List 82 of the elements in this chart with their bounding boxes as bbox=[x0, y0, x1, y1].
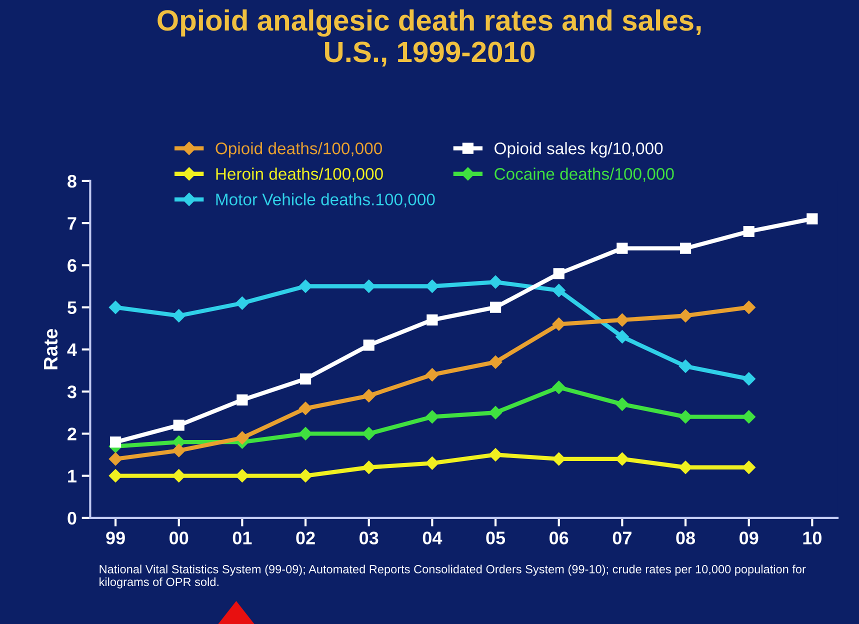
point bbox=[298, 402, 312, 415]
point bbox=[362, 389, 376, 402]
point bbox=[362, 427, 376, 440]
point bbox=[488, 448, 502, 462]
text: National Vital Statistics System (99-09); Automated Reports Consolidated Orders System (99-10); crude rates per 10,000 population for kilograms of OPR sold. bbox=[100, 564, 806, 588]
point bbox=[616, 452, 629, 466]
point bbox=[426, 280, 439, 293]
point bbox=[488, 355, 502, 369]
point bbox=[553, 268, 564, 280]
point bbox=[236, 296, 249, 310]
x-tick-label: 07 bbox=[612, 532, 632, 544]
legend-label: Opioid sales kg/10,000 bbox=[494, 142, 663, 158]
point bbox=[236, 394, 248, 406]
x-tick-label: 02 bbox=[296, 532, 315, 544]
point bbox=[488, 275, 502, 289]
point bbox=[172, 309, 186, 322]
point bbox=[110, 436, 122, 448]
point bbox=[236, 431, 249, 444]
point bbox=[742, 410, 756, 424]
legend-label: Heroin deaths/100,000 bbox=[216, 168, 383, 182]
x-tick-label: 04 bbox=[422, 532, 442, 544]
point bbox=[172, 469, 186, 482]
x-tick-label: 06 bbox=[550, 532, 568, 544]
point bbox=[236, 469, 249, 482]
point bbox=[552, 380, 566, 394]
x-tick-label: 05 bbox=[486, 532, 506, 544]
point bbox=[426, 410, 439, 424]
point bbox=[298, 427, 312, 440]
x-tick-label: 09 bbox=[740, 532, 758, 544]
point bbox=[680, 242, 692, 254]
point bbox=[552, 452, 566, 466]
y-tick-label: 1 bbox=[68, 470, 76, 482]
legend-label: Motor Vehicle deaths.100,000 bbox=[216, 193, 435, 208]
x-tick-label: 99 bbox=[106, 532, 125, 544]
point bbox=[108, 469, 122, 482]
x-tick-label: 08 bbox=[676, 532, 696, 544]
point bbox=[173, 420, 184, 431]
y-tick-label: 5 bbox=[68, 301, 76, 314]
point bbox=[616, 398, 629, 411]
point bbox=[488, 406, 502, 420]
y-tick-label: 0 bbox=[68, 512, 76, 525]
point bbox=[363, 340, 374, 351]
point bbox=[108, 452, 122, 466]
point bbox=[490, 302, 502, 313]
point bbox=[678, 410, 692, 424]
legend-label: Opioid deaths/100,000 bbox=[216, 142, 382, 158]
point bbox=[108, 300, 122, 314]
y-tick-label: 8 bbox=[68, 174, 76, 188]
point bbox=[298, 280, 312, 293]
point bbox=[426, 368, 439, 382]
point bbox=[616, 242, 628, 254]
point bbox=[678, 309, 692, 322]
y-tick-label: 7 bbox=[68, 217, 76, 230]
chart-title: Opioid analgesic death rates and sales, U.S., 1999-2010 bbox=[158, 9, 701, 67]
x-tick-label: 01 bbox=[232, 532, 252, 544]
y-tick-label: 4 bbox=[67, 344, 77, 356]
point bbox=[552, 318, 566, 331]
point bbox=[362, 280, 376, 293]
y-tick-label: 3 bbox=[67, 385, 76, 398]
point bbox=[426, 456, 439, 470]
point bbox=[742, 300, 756, 314]
point bbox=[426, 314, 438, 326]
x-tick-label: 00 bbox=[170, 532, 188, 544]
y-axis-title: Rate bbox=[44, 329, 58, 370]
point bbox=[742, 460, 756, 474]
y-tick-label: 6 bbox=[68, 259, 76, 272]
point bbox=[172, 444, 186, 458]
point bbox=[362, 460, 376, 474]
point bbox=[678, 360, 692, 373]
point bbox=[678, 460, 692, 474]
point bbox=[552, 284, 566, 298]
point bbox=[300, 373, 312, 384]
y-tick-label: 2 bbox=[68, 428, 76, 440]
point bbox=[616, 330, 629, 344]
point bbox=[298, 469, 312, 482]
legend-label: Cocaine deaths/100,000 bbox=[494, 168, 674, 182]
x-tick-label: 03 bbox=[360, 532, 378, 544]
point bbox=[616, 313, 629, 327]
x-tick-label: 10 bbox=[803, 532, 822, 544]
point bbox=[743, 226, 754, 238]
point bbox=[742, 372, 756, 386]
point bbox=[806, 213, 818, 224]
